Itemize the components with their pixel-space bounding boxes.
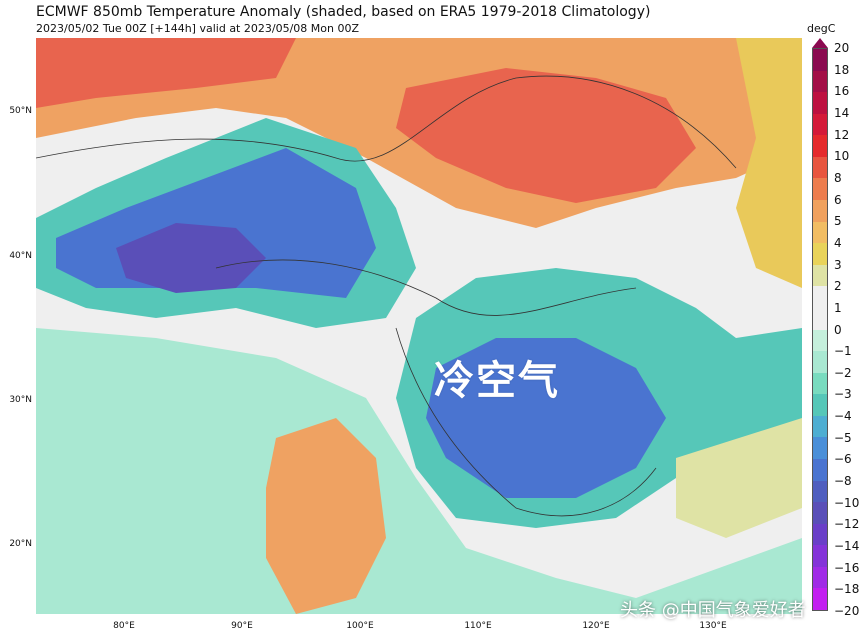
colorbar-tick-label: 5 bbox=[834, 214, 842, 229]
cold-core-west bbox=[116, 223, 266, 293]
colorbar-segment bbox=[813, 394, 827, 416]
cold-air-label: 冷空气 bbox=[434, 358, 560, 404]
colorbar-tick-label: 20 bbox=[834, 41, 850, 55]
colorbar-segment bbox=[813, 502, 827, 524]
colorbar-tick-label: 14 bbox=[834, 105, 850, 120]
colorbar-tick-label: −14 bbox=[834, 539, 860, 554]
cold-pale-south bbox=[36, 328, 802, 614]
lon-label-130: 130°E bbox=[699, 621, 727, 631]
watermark: 头条 @中国气象爱好者 bbox=[620, 600, 806, 621]
chart-title: ECMWF 850mb Temperature Anomaly (shaded,… bbox=[36, 4, 651, 20]
colorbar-tick-label: −2 bbox=[834, 365, 852, 380]
colorbar-tick-label: −6 bbox=[834, 452, 852, 467]
colorbar-tick-label: 0 bbox=[834, 322, 842, 337]
colorbar-tick-label: 2 bbox=[834, 279, 842, 294]
colorbar-tick-label: 4 bbox=[834, 235, 842, 250]
colorbar-segment bbox=[813, 545, 827, 567]
colorbar-tick-label: 16 bbox=[834, 84, 850, 99]
colorbar-tick-label: 12 bbox=[834, 127, 850, 142]
colorbar-segment bbox=[813, 480, 827, 503]
colorbar-tick-label: −18 bbox=[834, 582, 860, 597]
colorbar-tick-label: −8 bbox=[834, 474, 852, 489]
colorbar-tick-label: −1 bbox=[834, 344, 852, 359]
colorbar-segment bbox=[813, 49, 827, 71]
colorbar-tick-label: −3 bbox=[834, 387, 852, 402]
colorbar-top-arrow bbox=[812, 38, 828, 48]
colorbar-segment bbox=[813, 458, 827, 481]
colorbar-segment bbox=[813, 243, 827, 265]
colorbar-segment bbox=[813, 286, 827, 308]
warm-core-mongolia bbox=[396, 68, 696, 203]
colorbar-segment bbox=[813, 156, 827, 179]
colorbar-segment bbox=[813, 307, 827, 330]
colorbar-tick-label: −4 bbox=[834, 409, 852, 424]
colorbar-segment bbox=[813, 415, 827, 438]
colorbar-segment bbox=[813, 523, 827, 546]
colorbar-segment bbox=[813, 437, 827, 459]
lat-label-20: 20°N bbox=[9, 539, 32, 549]
colorbar-segment bbox=[813, 135, 827, 157]
colorbar-tick-label: −10 bbox=[834, 495, 860, 510]
anomaly-map bbox=[36, 38, 802, 614]
warm-core-northwest bbox=[36, 38, 296, 108]
colorbar-tick-label: −20 bbox=[834, 604, 860, 618]
colorbar-segment bbox=[813, 566, 827, 589]
warm-pale-southeast bbox=[676, 418, 802, 538]
lon-label-110: 110°E bbox=[464, 621, 492, 631]
colorbar-unit: degC bbox=[807, 22, 836, 35]
warm-southwest bbox=[266, 418, 386, 614]
colorbar bbox=[812, 48, 828, 611]
colorbar-tick-label: −5 bbox=[834, 430, 852, 445]
colorbar-segment bbox=[813, 221, 827, 244]
lat-label-30: 30°N bbox=[9, 395, 32, 405]
colorbar-tick-label: −16 bbox=[834, 560, 860, 575]
colorbar-segment bbox=[813, 178, 827, 201]
lon-label-90: 90°E bbox=[231, 621, 253, 631]
colorbar-tick-label: 18 bbox=[834, 62, 850, 77]
colorbar-segment bbox=[813, 372, 827, 395]
colorbar-segment bbox=[813, 351, 827, 373]
cold-mid-east bbox=[426, 338, 666, 498]
lon-label-100: 100°E bbox=[346, 621, 374, 631]
lon-label-80: 80°E bbox=[113, 621, 135, 631]
warm-pale-east bbox=[736, 38, 802, 288]
colorbar-tick-label: 6 bbox=[834, 192, 842, 207]
lon-label-120: 120°E bbox=[582, 621, 610, 631]
colorbar-segment bbox=[813, 92, 827, 114]
colorbar-segment bbox=[813, 329, 827, 352]
colorbar-segment bbox=[813, 588, 827, 611]
colorbar-segment bbox=[813, 200, 827, 222]
colorbar-segment bbox=[813, 264, 827, 287]
colorbar-segment bbox=[813, 70, 827, 93]
colorbar-tick-label: −12 bbox=[834, 517, 860, 532]
chart-subtitle: 2023/05/02 Tue 00Z [+144h] valid at 2023… bbox=[36, 22, 359, 35]
colorbar-tick-label: 8 bbox=[834, 170, 842, 185]
colorbar-tick-label: 10 bbox=[834, 149, 850, 164]
lat-label-50: 50°N bbox=[9, 106, 32, 116]
colorbar-tick-label: 1 bbox=[834, 300, 842, 315]
colorbar-tick-label: 3 bbox=[834, 257, 842, 272]
colorbar-segment bbox=[813, 113, 827, 136]
lat-label-40: 40°N bbox=[9, 251, 32, 261]
